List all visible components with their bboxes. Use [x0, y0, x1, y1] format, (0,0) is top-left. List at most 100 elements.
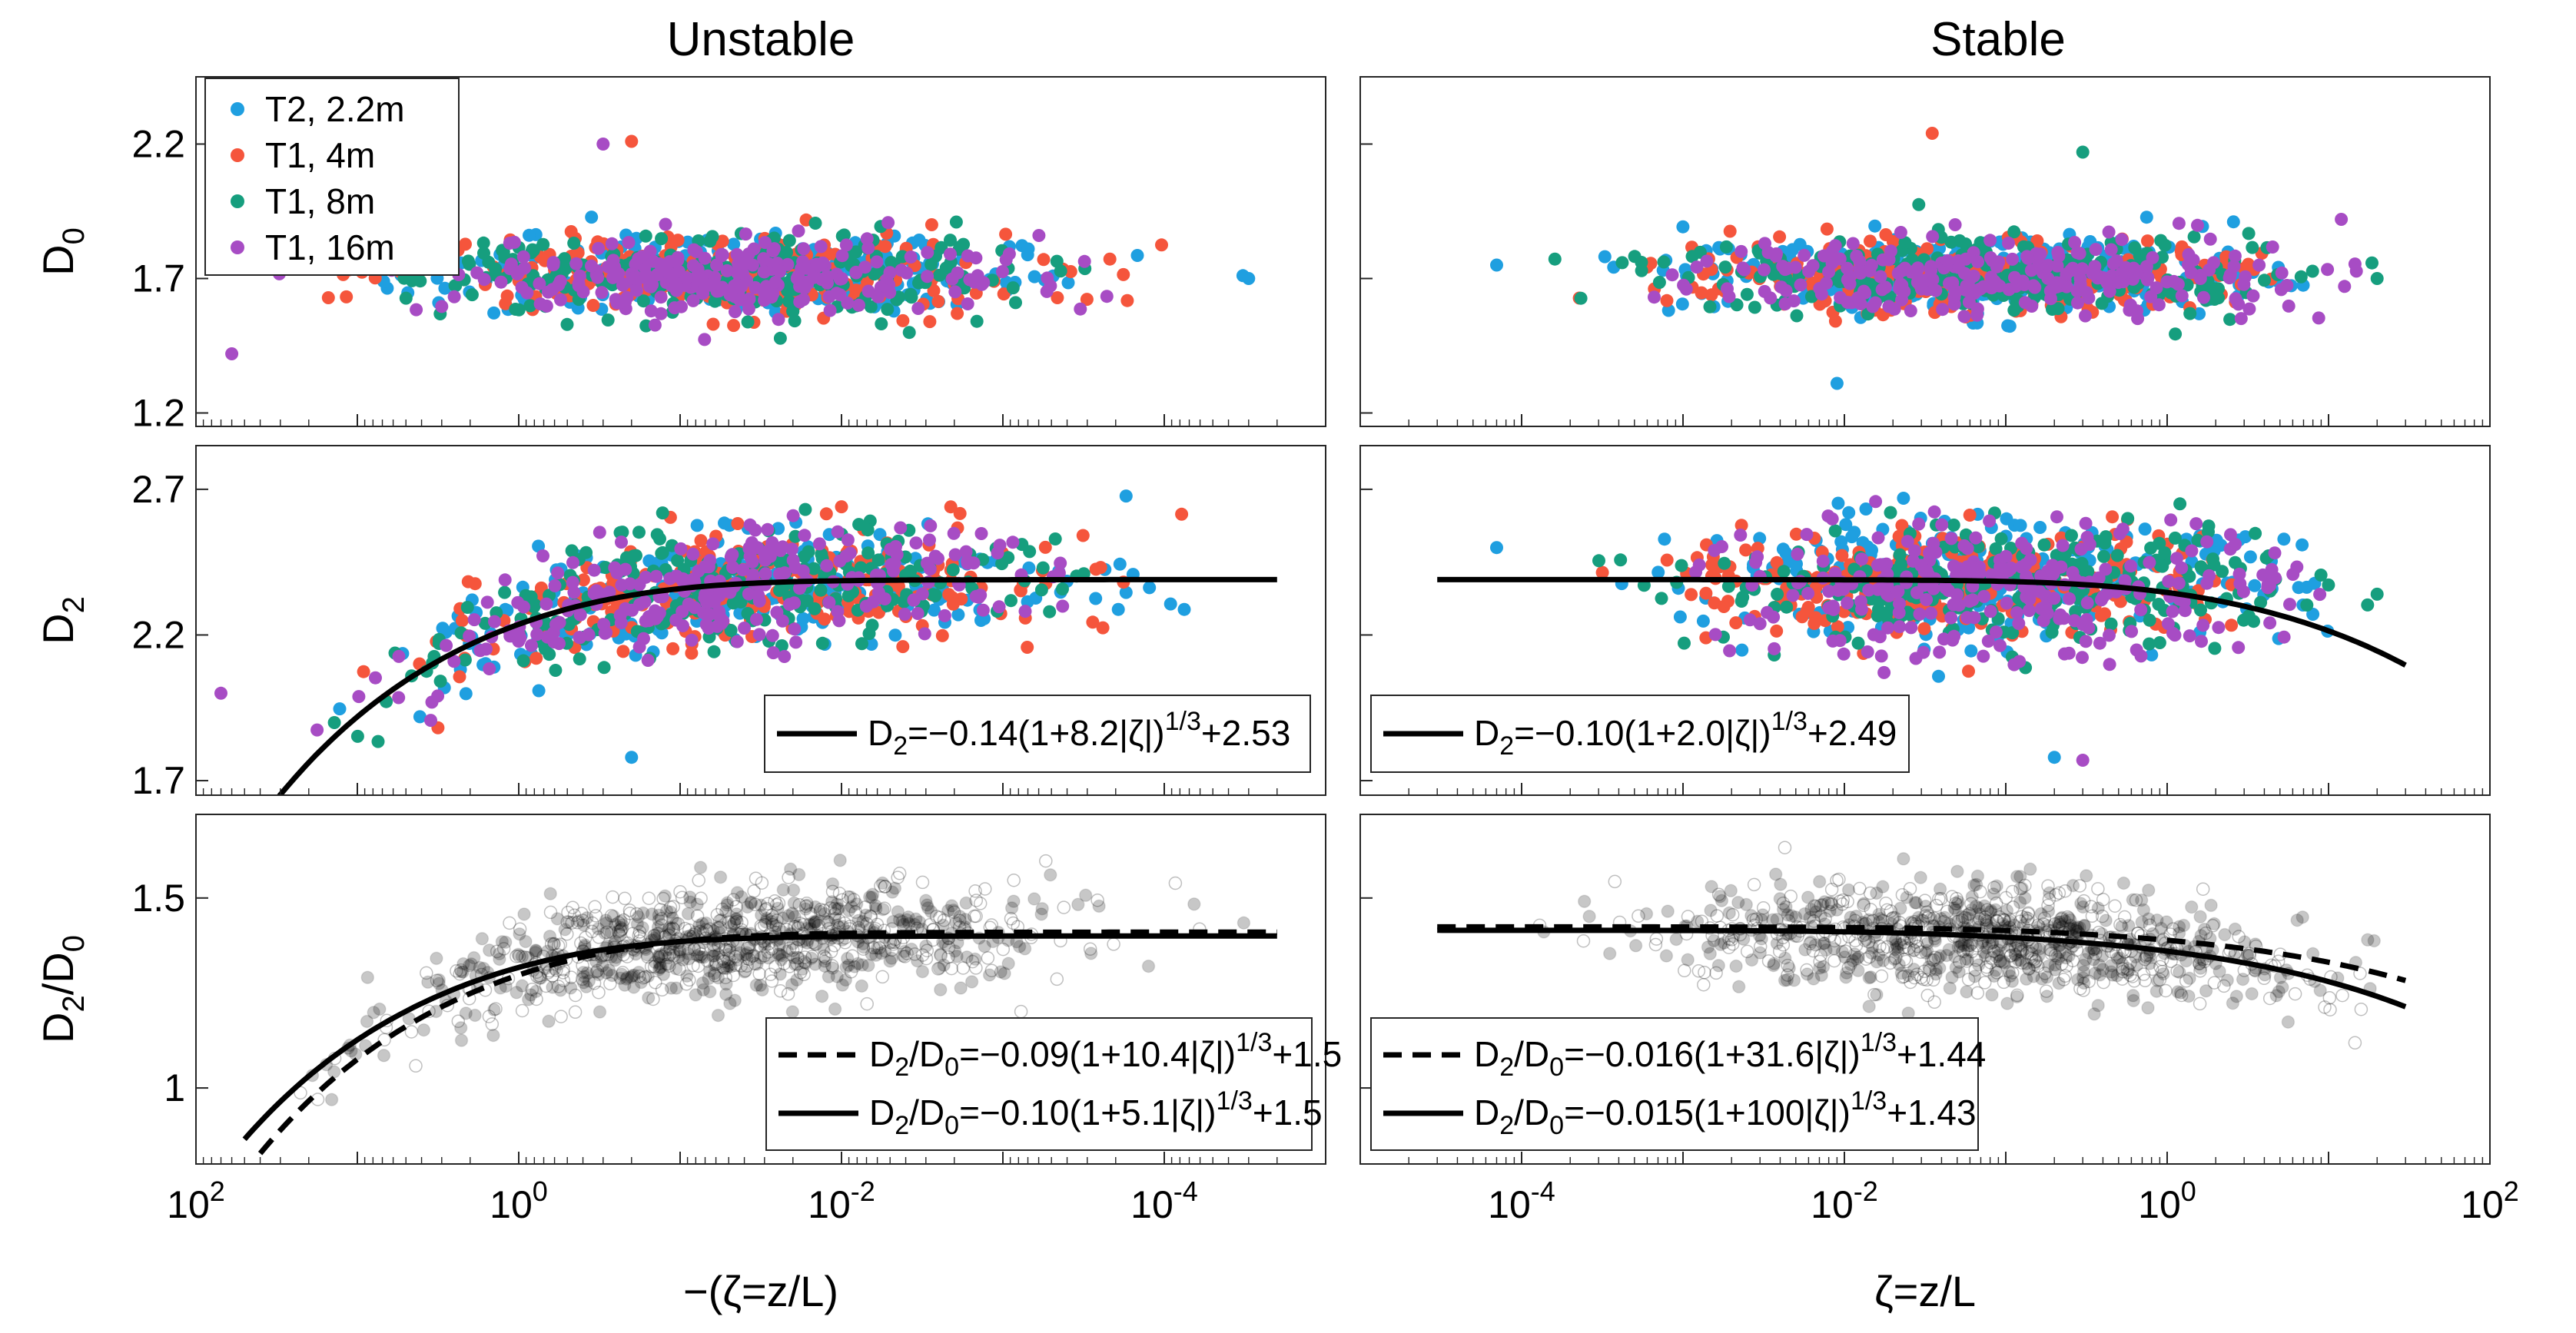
scatter-point: [964, 975, 979, 989]
scatter-point: [1051, 291, 1064, 304]
scatter-point: [327, 716, 341, 729]
scatter-point: [580, 966, 594, 980]
scatter-point: [1861, 645, 1874, 658]
scatter-point: [2033, 247, 2047, 261]
y-tick-label: 2.2: [131, 123, 185, 166]
scatter-point: [1758, 263, 1771, 277]
scatter-point: [655, 232, 669, 246]
scatter-point: [2274, 283, 2288, 297]
scatter-point: [1867, 628, 1881, 642]
scatter-point: [642, 891, 656, 905]
scatter-point: [556, 973, 571, 988]
scatter-point: [629, 549, 642, 562]
scatter-point: [392, 649, 406, 663]
plot-area-unstable-ratio: [242, 854, 1277, 1156]
scatter-point: [1692, 558, 1706, 572]
scatter-point: [636, 906, 650, 920]
scatter-point: [671, 234, 685, 247]
scatter-point: [1736, 590, 1750, 604]
scatter-point: [2033, 521, 2047, 534]
scatter-point: [745, 258, 759, 272]
scatter-point: [517, 600, 530, 614]
scatter-point: [352, 690, 366, 704]
scatter-point: [533, 970, 546, 985]
scatter-point: [792, 224, 805, 238]
scatter-point: [671, 917, 685, 931]
scatter-point: [592, 985, 606, 1000]
plot-area-stable-D0: [1490, 127, 2384, 390]
scatter-point: [1177, 602, 1191, 616]
scatter-point: [639, 229, 652, 243]
scatter-point: [1718, 260, 1732, 274]
scatter-point: [713, 920, 728, 934]
outlier-point: [2370, 587, 2384, 601]
legend-box: [204, 78, 460, 276]
scatter-point: [827, 938, 842, 953]
scatter-point: [892, 913, 907, 927]
scatter-point: [447, 655, 461, 668]
scatter-point: [959, 896, 973, 910]
scatter-point: [543, 648, 556, 662]
scatter-point: [1077, 254, 1091, 268]
scatter-point: [1842, 506, 1856, 519]
scatter-point: [892, 867, 907, 880]
fit-curve-solid: [276, 576, 1277, 795]
scatter-point: [759, 901, 774, 916]
scatter-point: [2034, 569, 2048, 583]
scatter-point: [1960, 567, 1973, 581]
scatter-point: [1947, 559, 1960, 573]
scatter-point: [2015, 536, 2029, 550]
scatter-point: [725, 548, 739, 562]
scatter-point: [2223, 313, 2237, 327]
scatter-point: [715, 248, 729, 262]
scatter-point: [1657, 255, 1671, 269]
scatter-point: [656, 545, 669, 559]
scatter-point: [672, 962, 686, 977]
scatter-point: [1983, 234, 1997, 247]
scatter-point: [636, 920, 649, 935]
scatter-point: [2177, 595, 2191, 608]
scatter-point: [727, 237, 741, 251]
scatter-point: [1130, 249, 1144, 262]
scatter-point: [820, 559, 834, 572]
scatter-point: [1699, 586, 1713, 600]
scatter-point: [513, 922, 527, 937]
scatter-point: [1851, 636, 1865, 650]
scatter-point: [996, 942, 1011, 957]
scatter-point: [637, 632, 650, 645]
scatter-point: [1881, 621, 1894, 635]
scatter-point: [655, 983, 669, 997]
scatter-point: [2194, 560, 2208, 574]
scatter-point: [849, 897, 864, 911]
scatter-point: [2305, 264, 2319, 278]
scatter-point: [742, 952, 756, 967]
scatter-point: [946, 597, 960, 611]
scatter-point: [556, 966, 570, 980]
scatter-point: [754, 919, 768, 933]
scatter-point: [741, 315, 755, 329]
scatter-point: [515, 979, 529, 993]
scatter-point: [2169, 327, 2183, 341]
scatter-point: [1074, 302, 1087, 316]
scatter-point: [2168, 628, 2182, 642]
scatter-point: [747, 242, 761, 256]
scatter-point: [878, 944, 892, 958]
scatter-point: [593, 526, 606, 539]
scatter-point: [732, 257, 745, 270]
scatter-point: [1814, 287, 1828, 301]
scatter-point: [1615, 256, 1629, 270]
scatter-point: [851, 914, 865, 927]
scatter-point: [969, 589, 983, 603]
scatter-point: [839, 960, 853, 974]
scatter-point: [845, 949, 859, 963]
scatter-point: [1947, 518, 1960, 532]
scatter-point: [726, 561, 739, 574]
scatter-point: [1964, 282, 1977, 295]
scatter-point: [2007, 658, 2021, 671]
scatter-point: [822, 915, 835, 930]
scatter-point: [597, 661, 611, 675]
scatter-point: [714, 913, 729, 927]
scatter-point: [536, 549, 549, 562]
scatter-point: [2097, 549, 2110, 563]
scatter-point: [1912, 197, 1926, 211]
